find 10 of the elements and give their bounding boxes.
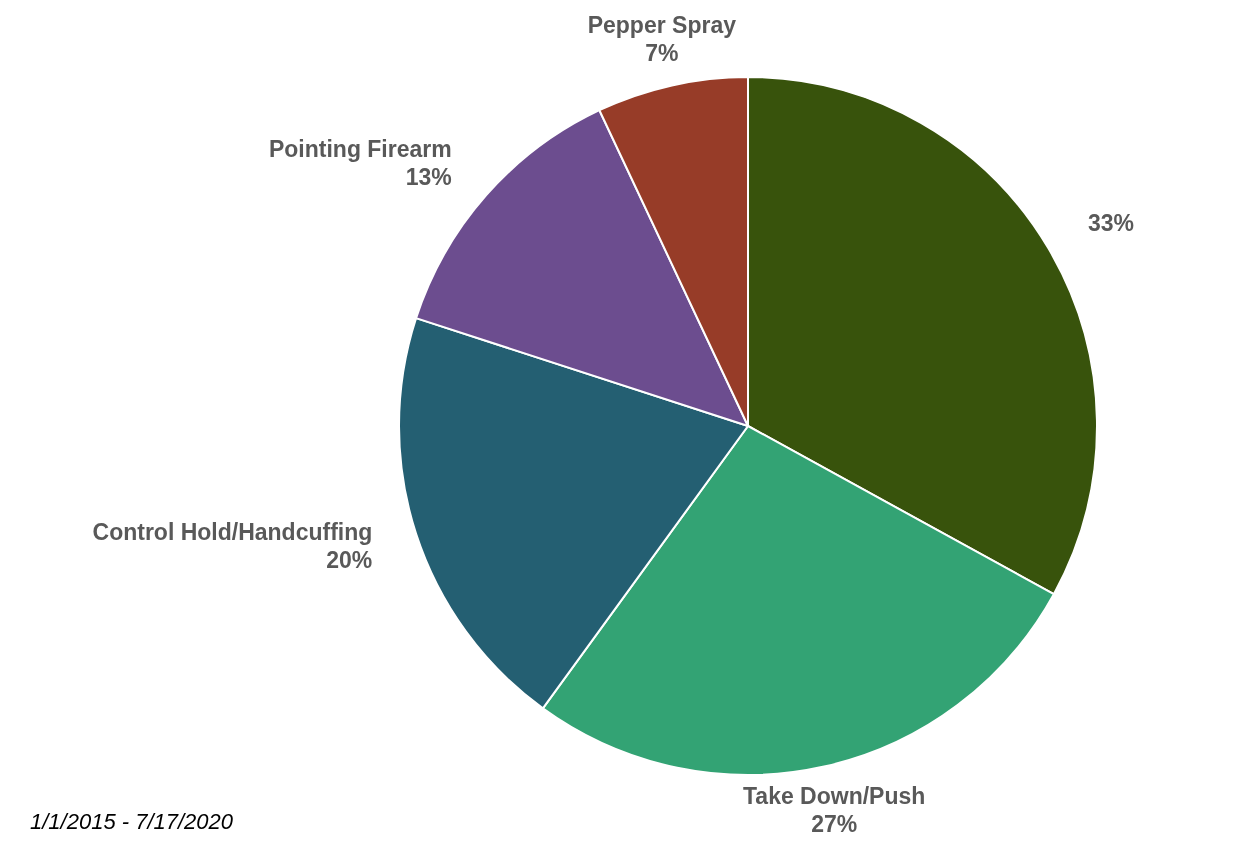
data-label: 27% — [811, 810, 858, 837]
slice-label: Take Down/Push — [743, 782, 926, 809]
text: 1/1/2015 - 7/17/2020 — [30, 809, 234, 835]
data-label: 7% — [645, 39, 679, 66]
slice-label: Pointing Firearm — [268, 136, 452, 163]
data-label: 13% — [405, 164, 452, 191]
slice-label: Pepper Spray — [587, 11, 737, 38]
slice-label: Control Hold/Handcuffing — [92, 519, 373, 546]
data-label: 33% — [1087, 210, 1135, 237]
data-label: 20% — [326, 547, 373, 574]
